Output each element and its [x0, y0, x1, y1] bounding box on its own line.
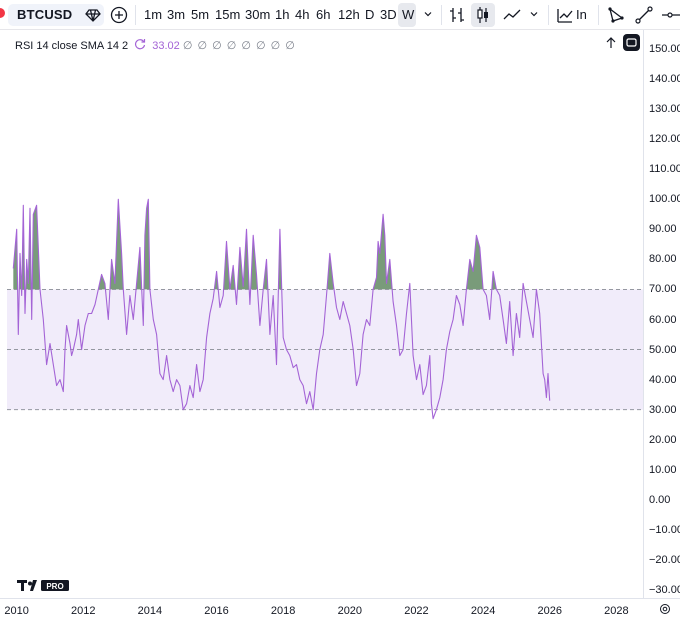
- timeframe-3m[interactable]: 3m: [167, 7, 186, 22]
- price-axis-tick-label: 90.00: [649, 223, 677, 236]
- symbol-label: BTCUSD: [17, 7, 73, 22]
- rsi-chart: [7, 198, 643, 420]
- candlestick-icon[interactable]: [473, 5, 493, 25]
- price-axis-tick-label: 70.00: [649, 283, 677, 296]
- indicator-legend[interactable]: RSI 14 close SMA 14 2 33.02 ∅ ∅ ∅ ∅ ∅ ∅ …: [15, 37, 296, 52]
- price-axis-tick-label: −10.00: [649, 523, 680, 536]
- timeframe-1m[interactable]: 1m: [144, 7, 163, 22]
- timeframe-3D[interactable]: 3D: [380, 7, 397, 22]
- overbought-fill-area: [32, 205, 40, 290]
- timeframe-D[interactable]: D: [365, 7, 375, 22]
- price-axis-tick-label: 120.00: [649, 133, 680, 146]
- overbought-fill-area: [250, 235, 258, 290]
- time-axis-tick-label: 2010: [4, 605, 29, 617]
- indicator-value: 33.02: [152, 40, 180, 52]
- maximize-pane-button[interactable]: [623, 34, 640, 51]
- price-axis[interactable]: [643, 30, 680, 598]
- price-axis-tick-label: 10.00: [649, 463, 677, 476]
- toolbar-divider: [441, 5, 442, 25]
- trend-line-icon[interactable]: [634, 5, 654, 25]
- overbought-fills: [13, 199, 525, 290]
- overbought-fill-area: [327, 253, 334, 290]
- timeframe-6h[interactable]: 6h: [316, 7, 331, 22]
- price-axis-tick-label: −20.00: [649, 553, 680, 566]
- price-axis-tick-label: 100.00: [649, 193, 680, 206]
- tradingview-pro-logo: PRO: [17, 580, 69, 591]
- svg-text:PRO: PRO: [46, 582, 63, 591]
- price-axis-tick-label: 0.00: [649, 493, 671, 506]
- timeframe-15m[interactable]: 15m: [215, 7, 241, 22]
- price-axis-tick-label: 50.00: [649, 343, 677, 356]
- overbought-fill-area: [98, 274, 106, 290]
- time-axis-tick-label: 2012: [71, 605, 96, 617]
- timeframe-4h[interactable]: 4h: [295, 7, 310, 22]
- timeframe-chevron-down-icon[interactable]: [422, 8, 434, 20]
- price-axis-tick-label: 40.00: [649, 373, 677, 386]
- arrow-up-icon[interactable]: [602, 34, 620, 52]
- indicators-icon[interactable]: [555, 5, 575, 25]
- price-axis-tick-label: 130.00: [649, 103, 680, 116]
- refresh-icon[interactable]: [133, 37, 147, 51]
- horizontal-line-icon[interactable]: [660, 5, 680, 25]
- time-axis-tick-label: 2026: [537, 605, 562, 617]
- time-axis-tick-label: 2014: [137, 605, 163, 617]
- top-toolbar: BTCUSD 1m 3m 5m 15m 30m 1h 4h 6h 12h D 3…: [0, 0, 680, 30]
- timeframe-12h[interactable]: 12h: [338, 7, 360, 22]
- time-axis[interactable]: [0, 598, 680, 619]
- price-axis-tick-label: 30.00: [649, 403, 677, 416]
- indicators-button-label[interactable]: In: [576, 7, 587, 22]
- price-axis-tick-label: 150.00: [649, 43, 680, 55]
- price-axis-tick-label: 140.00: [649, 73, 680, 86]
- chart-type-chevron-down-icon[interactable]: [528, 8, 540, 20]
- overbought-fill-area: [237, 229, 250, 290]
- candles-active-highlight: [471, 3, 495, 27]
- price-axis-tick-label: 20.00: [649, 433, 677, 446]
- toolbar-divider: [548, 5, 549, 25]
- time-axis-tick-label: 2022: [404, 605, 429, 617]
- add-symbol-icon[interactable]: [110, 6, 128, 24]
- time-axis-tick-label: 2018: [270, 605, 296, 617]
- timeframe-30m[interactable]: 30m: [245, 7, 271, 22]
- time-axis-tick-label: 2016: [204, 605, 229, 617]
- settings-icon[interactable]: [659, 603, 671, 615]
- line-chart-icon[interactable]: [502, 5, 522, 25]
- indicator-name: RSI 14 close SMA 14 2: [15, 40, 129, 52]
- record-indicator: [0, 8, 5, 18]
- price-axis-tick-label: 60.00: [649, 313, 677, 326]
- toolbar-divider: [135, 5, 136, 25]
- timeframe-5m[interactable]: 5m: [191, 7, 210, 22]
- bar-chart-icon[interactable]: [447, 5, 467, 25]
- diamond-icon: [85, 9, 101, 22]
- drawing-tool-icon[interactable]: [606, 5, 626, 25]
- time-axis-tick-label: 2024: [470, 605, 496, 617]
- timeframe-1h[interactable]: 1h: [275, 7, 290, 22]
- time-axis-tick-label: 2020: [337, 605, 363, 617]
- price-axis-tick-label: 80.00: [649, 253, 677, 266]
- indicator-placeholders: ∅ ∅ ∅ ∅ ∅ ∅ ∅ ∅: [182, 40, 296, 52]
- price-axis-tick-label: −30.00: [649, 584, 680, 596]
- symbol-search-button[interactable]: BTCUSD: [8, 4, 104, 26]
- active-timeframe-highlight: [398, 3, 416, 27]
- timeframe-W[interactable]: W: [402, 7, 415, 22]
- time-axis-tick-label: 2028: [604, 605, 629, 617]
- rsi-series-line: [12, 198, 551, 420]
- overbought-fill-area: [466, 235, 484, 290]
- price-axis-tick-label: 110.00: [649, 163, 680, 176]
- toolbar-divider: [598, 5, 599, 25]
- maximize-icon: [626, 38, 637, 47]
- overbought-fill-area: [223, 241, 230, 290]
- overbought-fill-area: [373, 214, 393, 290]
